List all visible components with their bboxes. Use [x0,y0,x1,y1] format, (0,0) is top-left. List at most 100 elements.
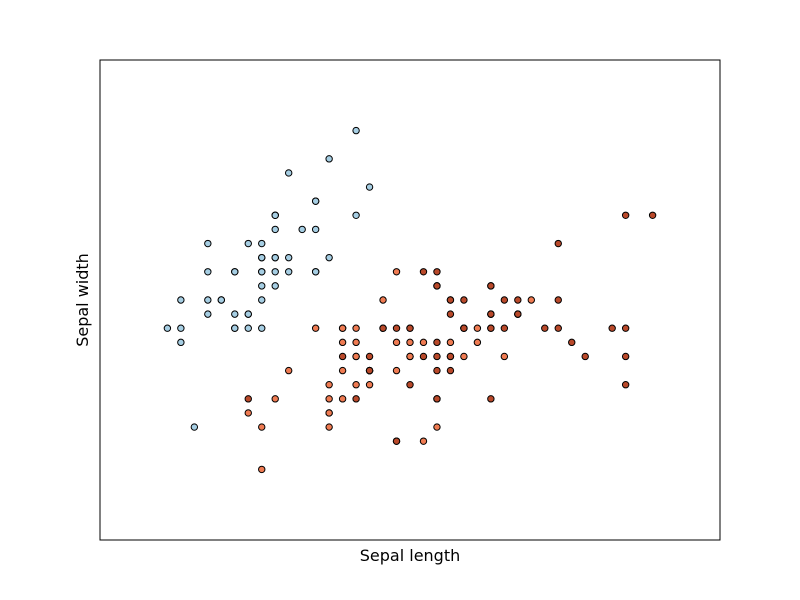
point [473,324,482,332]
point [258,239,266,248]
point [338,395,347,403]
point [433,268,441,276]
point [621,211,630,219]
point [284,169,293,177]
point [446,352,455,361]
point [419,338,428,347]
point [621,324,630,332]
point [352,324,360,332]
point [446,338,455,347]
point [406,324,414,332]
point [433,338,441,347]
point [392,338,401,347]
point [311,225,320,234]
point [487,282,495,290]
point [258,268,266,276]
point [500,352,509,361]
point [419,268,428,276]
point [352,338,360,347]
point [325,155,333,163]
point [271,395,279,403]
point [487,395,495,403]
point [284,268,293,276]
point [608,324,616,332]
point [406,381,414,389]
point [271,211,279,219]
point [284,253,293,262]
point [554,239,562,248]
point [271,268,279,276]
point [244,310,252,318]
point [352,352,360,361]
point [487,310,495,318]
point [271,253,279,262]
point [325,409,333,417]
point [514,310,522,318]
point [244,324,252,332]
point [325,395,333,403]
point [338,352,347,361]
point [581,352,589,361]
point [352,381,360,389]
point [163,324,172,332]
point [392,324,401,332]
point [621,381,630,389]
point [365,381,374,389]
point [433,366,441,375]
point [231,324,239,332]
point [258,296,266,304]
point [258,253,266,262]
point [554,324,562,332]
point [460,324,468,332]
point [460,352,468,361]
point [271,282,279,290]
point [231,310,239,318]
point [621,352,630,361]
point [352,211,360,219]
point [514,296,522,304]
point [204,310,212,318]
point [446,310,455,318]
point [244,395,252,403]
point [284,366,293,375]
point [433,352,441,361]
point [258,324,266,332]
point [392,366,401,375]
point [446,366,455,375]
point [258,282,266,290]
point [379,296,387,304]
point [231,268,239,276]
point [433,282,441,290]
point [419,437,428,445]
point [298,225,306,234]
point [258,465,266,474]
point [433,423,441,431]
y-axis-label: Sepal width [73,253,92,347]
point [244,239,252,248]
point [487,324,495,332]
point [338,324,347,332]
point [406,338,414,347]
point [541,324,549,332]
point [392,268,401,276]
point [419,352,428,361]
point [554,296,562,304]
point [473,338,482,347]
point [379,324,387,332]
plot-frame [99,59,721,541]
point [204,239,212,248]
point [352,395,360,403]
point [311,197,320,205]
point [204,268,212,276]
point [325,423,333,431]
point [338,338,347,347]
point [204,296,212,304]
point [325,253,333,262]
point [325,381,333,389]
point [311,324,320,332]
point [500,296,509,304]
point [177,338,185,347]
point [527,296,536,304]
point [392,437,401,445]
